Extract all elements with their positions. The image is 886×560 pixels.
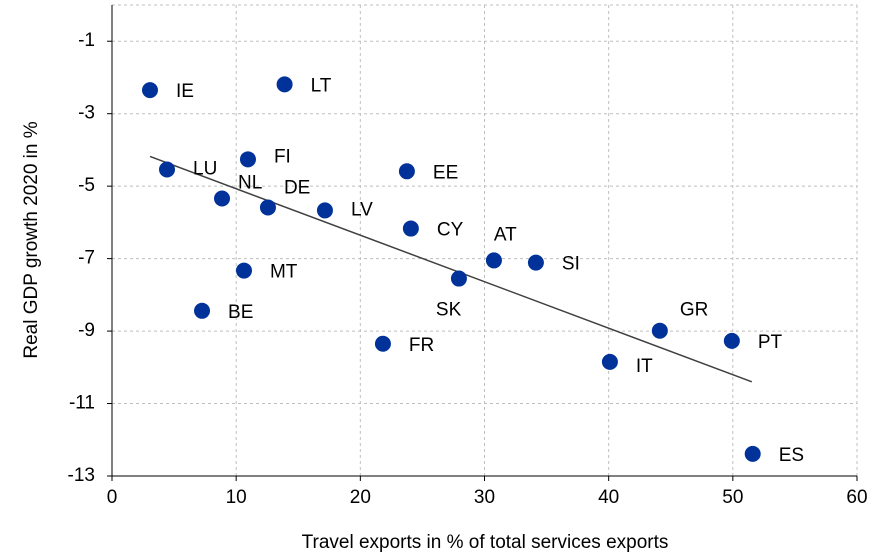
- x-tick-label: 30: [474, 487, 495, 508]
- point: [601, 353, 618, 370]
- y-tick-label: -13: [68, 465, 95, 486]
- point-label: AT: [494, 224, 517, 245]
- trendline: [149, 155, 753, 383]
- point-label: IE: [176, 81, 194, 102]
- point-label: IT: [636, 356, 653, 377]
- point-label: BE: [228, 302, 253, 323]
- point: [259, 199, 276, 216]
- point-label: LT: [311, 75, 332, 96]
- point-label: NL: [238, 172, 262, 193]
- point-label: EE: [433, 162, 458, 183]
- point: [141, 82, 158, 99]
- point: [723, 332, 740, 349]
- point: [239, 151, 256, 168]
- point: [235, 262, 252, 279]
- point: [450, 270, 467, 287]
- point: [651, 322, 668, 339]
- point-label: DE: [284, 178, 310, 199]
- y-tick-label: -5: [78, 175, 95, 196]
- point-label: ES: [779, 445, 804, 466]
- point: [276, 76, 293, 93]
- y-axis-title: Real GDP growth 2020 in %: [21, 121, 42, 358]
- y-tick-label: -9: [78, 320, 95, 341]
- point: [527, 254, 544, 271]
- point-label: MT: [270, 262, 298, 283]
- point: [316, 202, 333, 219]
- x-axis-title: Travel exports in % of total services ex…: [302, 532, 669, 553]
- point-label: GR: [680, 300, 709, 321]
- point: [744, 445, 761, 462]
- x-tick-label: 10: [226, 487, 247, 508]
- point-label: FR: [409, 335, 434, 356]
- point-label: SI: [562, 254, 580, 275]
- point-label: LU: [193, 159, 217, 180]
- y-tick-label: -1: [78, 30, 95, 51]
- point: [214, 190, 231, 207]
- point-label: CY: [437, 220, 464, 241]
- point-label: SK: [436, 300, 462, 321]
- point-label: FI: [274, 146, 291, 167]
- point: [159, 161, 176, 178]
- y-tick-label: -11: [69, 393, 95, 414]
- point: [485, 252, 502, 269]
- point-label: PT: [758, 332, 783, 353]
- point: [194, 302, 211, 319]
- x-tick-label: 40: [598, 487, 619, 508]
- x-tick-label: 0: [107, 487, 118, 508]
- y-tick-label: -3: [78, 103, 95, 124]
- y-tick-label: -7: [78, 248, 95, 269]
- point: [398, 163, 415, 180]
- point: [374, 335, 391, 352]
- point-label: LV: [351, 199, 373, 220]
- x-tick-label: 60: [846, 487, 867, 508]
- point: [402, 220, 419, 237]
- x-tick-label: 20: [350, 487, 371, 508]
- x-tick-label: 50: [722, 487, 743, 508]
